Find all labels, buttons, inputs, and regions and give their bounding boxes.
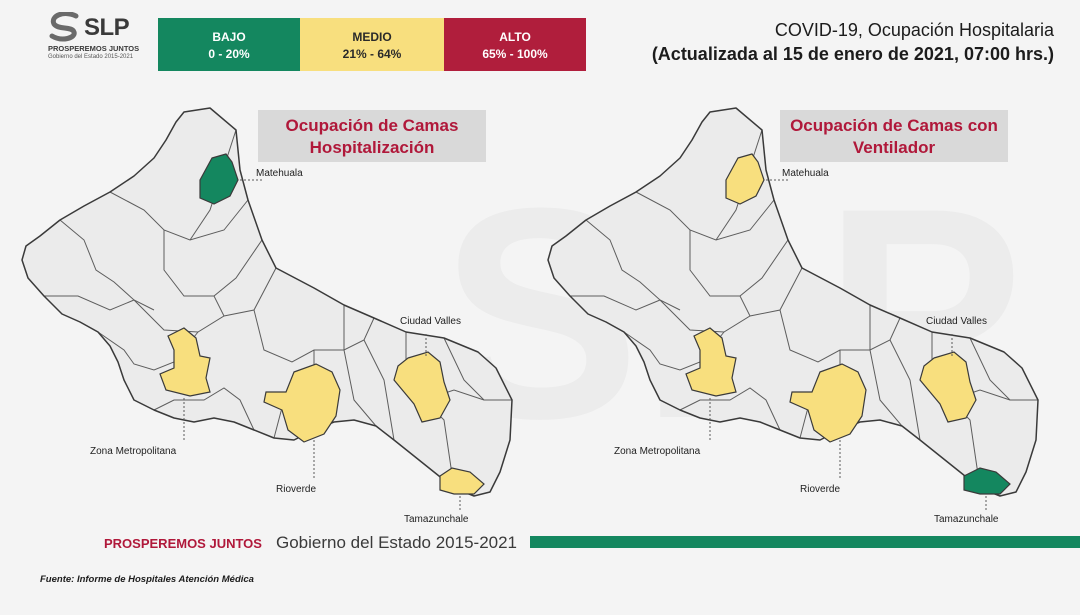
slp-logo: SLP PROSPEREMOS JUNTOS Gobierno del Esta… (44, 12, 144, 66)
region-ciudad-valles (919, 351, 977, 423)
map-title-ventilador: Ocupación de Camas con Ventilador (780, 110, 1008, 162)
source-note: Fuente: Informe de Hospitales Atención M… (40, 574, 254, 585)
legend-low-label: BAJO (212, 30, 246, 44)
label-ciudad-valles-right: Ciudad Valles (926, 316, 987, 327)
title-line-1: COVID-19, Ocupación Hospitalaria (774, 20, 1054, 40)
legend-low-range: 0 - 20% (208, 47, 250, 61)
label-rioverde-right: Rioverde (800, 484, 841, 495)
region-zona-metropolitana (159, 327, 211, 397)
map-ventilador (547, 107, 1039, 510)
footer-government: Gobierno del Estado 2015-2021 (276, 533, 518, 552)
label-ciudad-valles-left: Ciudad Valles (400, 316, 461, 327)
title-line-2: (Actualizada al 15 de enero de 2021, 07:… (651, 44, 1054, 64)
map-hospitalizacion (21, 107, 513, 510)
label-zona-metropolitana-left: Zona Metropolitana (90, 446, 177, 457)
label-zona-metropolitana-right: Zona Metropolitana (614, 446, 701, 457)
page-title: COVID-19, Ocupación Hospitalaria (Actual… (652, 18, 1054, 66)
state-outline (21, 107, 513, 497)
region-rioverde (263, 363, 341, 443)
region-matehuala (199, 153, 239, 205)
region-matehuala (725, 153, 765, 205)
legend-high: ALTO 65% - 100% (444, 18, 586, 71)
region-rioverde (789, 363, 867, 443)
legend-mid: MEDIO 21% - 64% (300, 18, 444, 71)
legend-high-label: ALTO (499, 30, 531, 44)
footer-green-bar (530, 536, 1080, 548)
state-outline (547, 107, 1039, 497)
map-title-hospitalizacion: Ocupación de Camas Hospitalización (258, 110, 486, 162)
region-tamazunchale (439, 467, 485, 495)
label-matehuala-right: Matehuala (782, 168, 829, 179)
legend-mid-range: 21% - 64% (342, 47, 402, 61)
label-matehuala-left: Matehuala (256, 168, 303, 179)
label-tamazunchale-left: Tamazunchale (404, 514, 469, 525)
logo-subtitle: Gobierno del Estado 2015-2021 (48, 54, 134, 60)
legend-mid-label: MEDIO (352, 30, 392, 44)
label-rioverde-left: Rioverde (276, 484, 317, 495)
map-title-2-line-1: Ocupación de Camas con (790, 116, 998, 135)
region-ciudad-valles (393, 351, 451, 423)
legend: BAJO 0 - 20% MEDIO 21% - 64% ALTO 65% - … (158, 18, 586, 71)
map-title-2-line-2: Ventilador (852, 138, 936, 157)
footer-brand: PROSPEREMOS JUNTOS (104, 536, 262, 551)
logo-mark-text: SLP (84, 14, 130, 41)
logo-swirl-icon (49, 12, 79, 42)
label-tamazunchale-right: Tamazunchale (934, 514, 999, 525)
map-title-1-line-1: Ocupación de Camas (285, 116, 459, 135)
legend-low: BAJO 0 - 20% (158, 18, 300, 71)
region-tamazunchale (963, 467, 1011, 495)
legend-high-range: 65% - 100% (482, 47, 548, 61)
map-title-1-line-2: Hospitalización (309, 138, 435, 157)
logo-tagline: PROSPEREMOS JUNTOS (48, 44, 140, 53)
region-zona-metropolitana (685, 327, 737, 397)
